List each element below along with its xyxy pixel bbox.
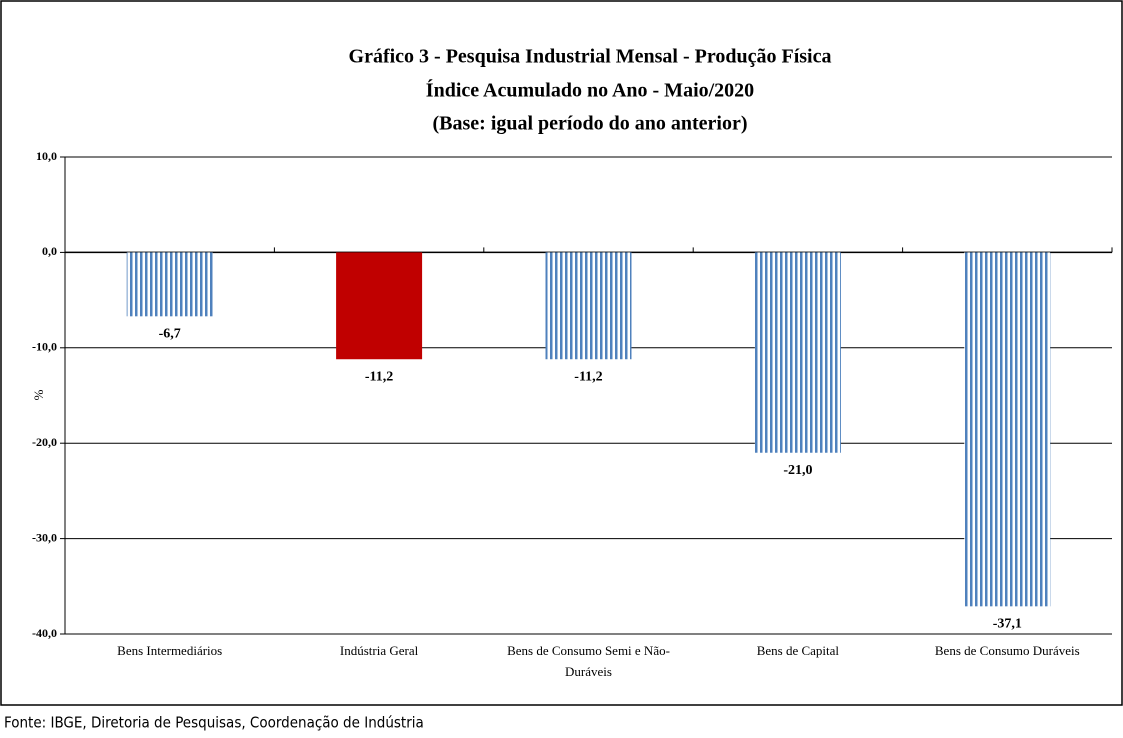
x-tick-label: Indústria Geral xyxy=(339,643,419,658)
value-label: -11,2 xyxy=(365,369,393,384)
bar xyxy=(754,252,841,453)
y-tick-label: 10,0 xyxy=(36,149,57,163)
value-label: -6,7 xyxy=(159,327,181,342)
bar xyxy=(336,252,423,360)
y-tick-label: -20,0 xyxy=(32,435,57,449)
value-label: -11,2 xyxy=(574,369,602,384)
y-tick-label: -40,0 xyxy=(32,626,57,640)
bar xyxy=(126,252,213,317)
chart-subtitle: (Base: igual período do ano anterior) xyxy=(433,113,748,135)
x-tick-label: Bens de Consumo Semi e Não-Duráveis xyxy=(507,643,670,679)
frame xyxy=(0,0,1123,706)
y-tick-label: 0,0 xyxy=(42,244,57,258)
y-tick-label: -30,0 xyxy=(32,530,57,544)
chart-subtitle: Índice Acumulado no Ano - Maio/2020 xyxy=(426,79,754,102)
bar xyxy=(545,252,632,360)
source-note: Fonte: IBGE, Diretoria de Pesquisas, Coo… xyxy=(4,714,424,732)
value-label: -37,1 xyxy=(993,617,1022,632)
y-axis-label: % xyxy=(31,389,46,400)
x-tick-label: Bens de Consumo Duráveis xyxy=(934,643,1080,658)
x-tick-label: Bens de Capital xyxy=(756,643,840,658)
y-tick-label: -10,0 xyxy=(32,340,57,354)
value-label: -21,0 xyxy=(783,463,812,478)
chart-title: Gráfico 3 - Pesquisa Industrial Mensal -… xyxy=(349,46,832,68)
x-tick-label: Bens Intermediários xyxy=(117,643,223,658)
bar xyxy=(964,252,1051,607)
